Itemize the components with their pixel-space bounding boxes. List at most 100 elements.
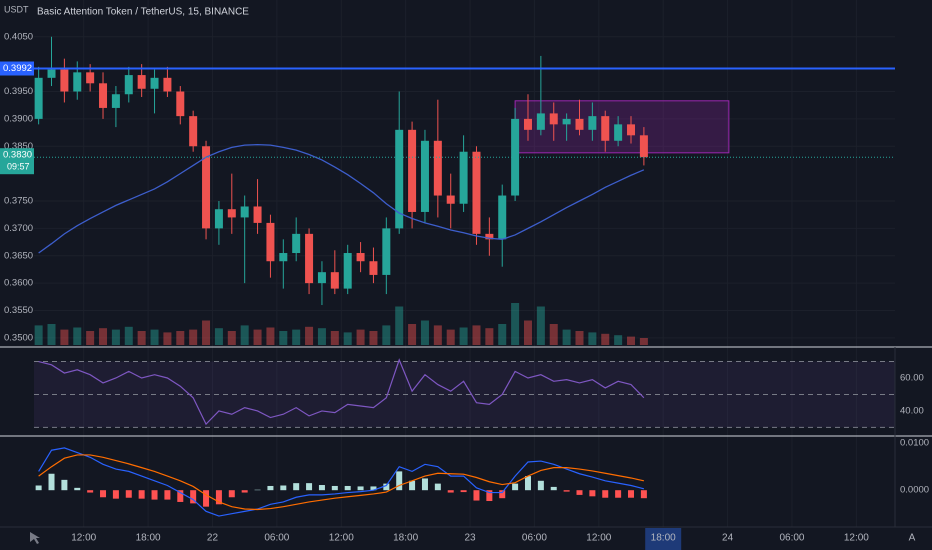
histogram-bar [357,486,364,491]
candle-body [588,116,597,130]
histogram-bar [486,490,493,502]
candle-body [202,146,211,229]
candle-body [73,72,82,92]
rsi-line [38,358,645,426]
histogram-bar [112,490,119,499]
volume-bar [459,327,468,345]
y-tick-label: 0.3700 [4,223,33,234]
histogram-bar [267,485,274,491]
candle-body [523,118,532,130]
histogram-bar [190,490,197,504]
candle-body [356,253,365,262]
candle-body [382,228,391,275]
candle-body [420,140,429,212]
rsi-band [34,361,895,428]
volume-bar [562,329,571,345]
y-tick-label: 0.3950 [4,86,33,97]
volume-bar [214,328,223,345]
volume-bar [395,306,404,345]
symbol-title: Basic Attention Token / TetherUS, 15, BI… [37,7,249,18]
y-tick-label: 40.00 [900,405,924,416]
volume-bar [227,331,236,345]
x-tick-label: 12:00 [844,533,869,544]
histogram-bar [524,476,531,491]
hline-label-box [0,61,34,76]
volume-bar [111,329,120,345]
histogram-bar [421,478,428,491]
candle-body [549,113,558,125]
y-tick-label: 0.3750 [4,196,33,207]
y-tick-label: 0.3650 [4,250,33,261]
candle-body [214,209,223,229]
volume-bar [639,338,648,345]
x-tick-label: 18:00 [651,533,676,544]
histogram-bar [589,490,596,497]
histogram-bar [138,490,145,499]
x-tick-label: 18:00 [393,533,418,544]
histogram-bar [215,490,222,505]
y-tick-label: 0.4050 [4,31,33,42]
histogram-bar [177,490,184,502]
histogram-bar [383,483,390,491]
candle-body [472,151,481,234]
plot-layer [34,0,895,527]
histogram-bar [228,490,235,498]
histogram-bar [576,490,583,495]
candle-body [279,253,288,262]
volume-bar [253,329,262,345]
candle-body [124,75,133,95]
histogram-bar [331,485,338,491]
last-price-label: 0.3830 [3,150,32,161]
moving-average [38,143,645,254]
histogram-bar [460,490,467,493]
candle-body [485,233,494,240]
volume-bar [176,331,185,345]
y-tick-label: 0.3850 [4,141,33,152]
histogram-bar [473,490,480,501]
volume-bar [369,331,378,345]
x-tick-label: 06:00 [779,533,804,544]
histogram-bar [512,483,519,491]
x-tick-label: 12:00 [329,533,354,544]
cursor-icon[interactable] [30,532,40,544]
volume-bar [472,325,481,345]
y-tick-label: 0.3900 [4,113,33,124]
candle-body [253,206,262,223]
candle-body [408,129,417,212]
volume-bar [382,325,391,345]
volume-bar [420,320,429,345]
histogram-bar [87,490,94,493]
histogram-bar [241,490,248,493]
volume-bar [202,320,211,345]
candle-body [189,116,198,147]
candle-body [639,135,648,158]
volume-bar [343,332,352,345]
histogram-bar [35,485,42,491]
histogram-bar [318,485,325,491]
candle-body [99,83,108,108]
volume-bar [292,329,301,345]
y-tick-label: 0.3500 [4,332,33,343]
histogram-bar [306,483,313,491]
candle-body [176,91,185,117]
candle-body [562,118,571,125]
histogram-bar [550,486,557,491]
volume-bar [189,329,198,345]
histogram-bar [640,490,647,499]
candle-body [240,206,249,218]
volume-bar [60,329,69,345]
volume-bar [240,325,249,345]
x-tick-label: 24 [722,533,734,544]
volume-bar [305,326,314,345]
auto-scale-button[interactable]: A [909,533,916,544]
x-tick-label: 12:00 [71,533,96,544]
histogram-bar [100,490,107,498]
volume-bar [124,326,133,345]
volume-bar [498,324,507,345]
volume-bar [73,327,82,345]
candle-body [227,209,236,218]
macd-line [38,447,645,517]
histogram-bar [280,485,287,491]
